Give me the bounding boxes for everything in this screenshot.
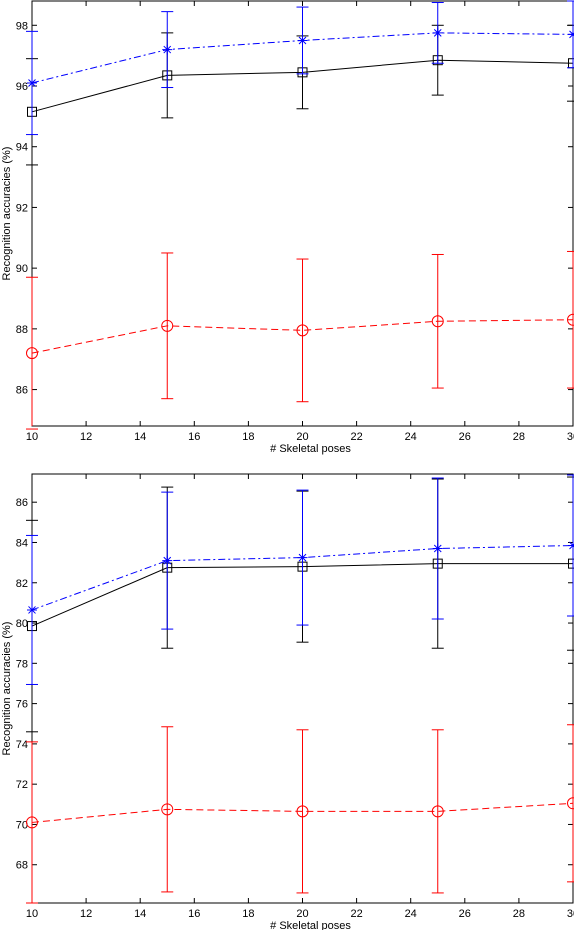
data-point [27,604,37,615]
series-square [26,24,574,166]
data-point [161,319,174,332]
y-tick-label: 86 [16,497,28,509]
x-axis-label: # Skeletal poses [270,920,351,930]
y-tick-label: 88 [16,324,28,336]
x-tick-label: 18 [242,431,254,443]
x-tick-label: 16 [188,431,200,443]
x-tick-label: 10 [26,431,38,443]
y-tick-label: 86 [16,385,28,397]
y-tick-label: 82 [16,578,28,590]
data-point [26,816,38,829]
series-asterisk [26,474,574,685]
y-tick-label: 90 [16,263,28,275]
y-tick-label: 74 [16,739,28,751]
y-axis-label: Recognition accuracies (%) [1,147,13,281]
x-tick-label: 20 [296,431,308,443]
x-tick-label: 22 [350,908,362,920]
x-tick-label: 16 [188,908,200,920]
data-point [296,324,309,337]
x-tick-label: 14 [134,431,146,443]
x-axis-label: # Skeletal poses [270,443,351,455]
series-asterisk [26,0,574,136]
x-tick-label: 28 [513,908,525,920]
x-tick-label: 12 [80,908,92,920]
series-line [31,319,574,354]
data-point [432,543,443,554]
data-point [162,44,173,55]
x-tick-label: 24 [405,908,417,920]
y-tick-label: 78 [16,658,28,670]
data-point [162,555,173,566]
x-tick-label: 20 [296,908,308,920]
y-tick-label: 84 [16,537,28,549]
data-point [431,805,444,818]
data-point [568,540,574,551]
x-tick-label: 22 [350,431,362,443]
data-point [432,27,443,38]
data-point [27,77,37,88]
data-point [296,805,309,818]
y-tick-label: 68 [16,860,28,872]
chart-panel-2: 10 12 14 16 18 20 22 24 26 28 30 68 70 72 74 76 78 80 82 84… [1,473,574,930]
data-point [26,347,38,360]
y-tick-label: 94 [16,142,28,154]
x-tick-label: 30 [567,431,574,443]
y-tick-label: 72 [16,779,28,791]
x-tick-label: 26 [459,431,471,443]
x-tick-label: 30 [567,908,574,920]
data-point [297,35,308,46]
y-tick-label: 98 [16,20,28,32]
series-line [31,545,574,611]
x-tick-label: 14 [134,908,146,920]
y-tick-label: 92 [16,202,28,214]
data-point [567,797,574,810]
x-tick-label: 12 [80,431,92,443]
x-tick-label: 24 [405,431,417,443]
data-point [567,313,574,326]
y-tick-label: 80 [16,618,28,630]
series-circle [26,724,574,904]
series-line [31,802,574,823]
y-axis-label: Recognition accuracies (%) [1,622,13,756]
chart-panel-1: 10 12 14 16 18 20 22 24 26 28 30 86 88 90 92 94 96 98 # Sk… [1,0,574,455]
data-point [431,315,444,328]
data-point [568,29,574,40]
x-tick-label: 26 [459,908,471,920]
series-circle [26,250,574,430]
x-tick-label: 18 [242,908,254,920]
data-point [297,552,308,563]
data-point [161,803,174,816]
y-tick-label: 70 [16,819,28,831]
x-tick-label: 28 [513,431,525,443]
y-tick-label: 96 [16,81,28,93]
series-square [26,476,574,733]
y-tick-label: 76 [16,699,28,711]
x-tick-label: 10 [26,908,38,920]
